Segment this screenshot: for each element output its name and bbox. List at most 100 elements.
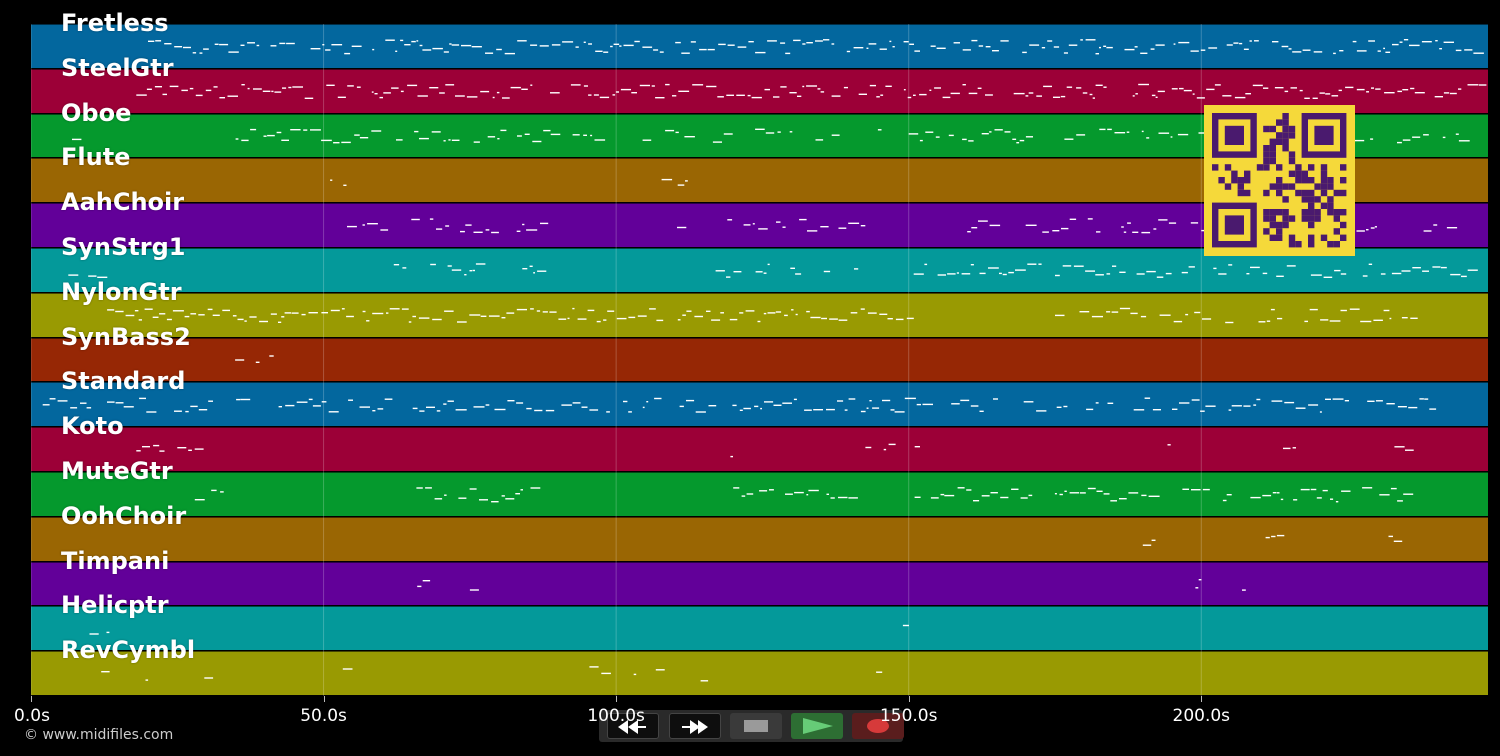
qr-module: [1263, 189, 1270, 197]
qr-module: [1269, 151, 1276, 158]
tick-mark: [616, 696, 618, 702]
qr-module: [1282, 119, 1289, 126]
track-lane: [31, 382, 1488, 427]
track-lane: [31, 472, 1488, 516]
qr-module: [1224, 125, 1244, 145]
tick-mark: [1201, 696, 1203, 702]
qr-module: [1314, 125, 1334, 145]
qr-module: [1333, 228, 1340, 235]
qr-module: [1224, 215, 1244, 235]
qr-module: [1276, 138, 1283, 145]
qr-module: [1295, 164, 1302, 171]
qr-module: [1295, 170, 1302, 177]
qr-module: [1308, 202, 1315, 209]
qr-module: [1333, 209, 1340, 216]
qr-module: [1301, 196, 1308, 203]
qr-module: [1314, 196, 1321, 203]
tick-label: 200.0s: [1172, 706, 1231, 726]
qr-module: [1301, 177, 1308, 184]
qr-module: [1308, 177, 1315, 184]
qr-module: [1276, 189, 1283, 197]
track-label: Oboe: [61, 98, 132, 127]
qr-module: [1308, 221, 1315, 229]
track-label: SteelGtr: [61, 53, 174, 82]
qr-module: [1333, 241, 1340, 248]
qr-module: [1314, 209, 1321, 216]
qr-module: [1320, 234, 1328, 241]
qr-module: [1276, 183, 1283, 190]
qr-module: [1288, 151, 1296, 158]
qr-module: [1282, 132, 1289, 139]
qr-module: [1237, 183, 1244, 190]
qr-module: [1288, 234, 1296, 241]
track-lane: [31, 516, 1488, 561]
track-label: Timpani: [61, 546, 170, 575]
qr-module: [1308, 234, 1315, 241]
qr-module: [1327, 196, 1334, 203]
qr-module: [1276, 119, 1283, 126]
qr-module: [1320, 202, 1328, 209]
qr-module: [1288, 241, 1296, 248]
fast-forward-button[interactable]: [669, 713, 721, 739]
track-label: Standard: [61, 367, 186, 396]
qr-module: [1301, 209, 1308, 216]
track-lane: [31, 337, 1488, 382]
rewind-button[interactable]: [607, 713, 659, 739]
qr-module: [1295, 177, 1302, 184]
fast-forward-icon: [682, 720, 708, 734]
qr-module: [1263, 145, 1270, 152]
qr-module: [1263, 151, 1270, 158]
tick-label: 100.0s: [587, 706, 645, 726]
track-label: RevCymbl: [61, 636, 196, 665]
qr-module: [1295, 241, 1302, 248]
play-button[interactable]: [791, 713, 843, 739]
qr-module: [1314, 215, 1321, 222]
qr-module: [1263, 164, 1270, 171]
qr-module: [1282, 209, 1289, 216]
tick-label: 150.0s: [879, 706, 938, 726]
tick-mark: [31, 696, 32, 702]
tick-label: 50.0s: [300, 706, 347, 726]
qr-module: [1224, 183, 1232, 190]
qr-module: [1269, 157, 1276, 165]
transport-controls: [599, 710, 904, 742]
qr-module: [1244, 177, 1251, 184]
qr-module: [1231, 177, 1238, 184]
qr-module: [1340, 209, 1347, 216]
qr-module: [1282, 138, 1289, 145]
qr-module: [1263, 228, 1270, 235]
qr-module: [1327, 209, 1334, 216]
qr-module: [1256, 164, 1264, 171]
qr-module: [1301, 215, 1308, 222]
qr-module: [1269, 221, 1276, 229]
track-lane: [31, 292, 1488, 337]
qr-module: [1327, 202, 1334, 209]
qr-module: [1269, 209, 1276, 216]
qr-module: [1269, 145, 1276, 152]
qr-module: [1327, 241, 1334, 248]
qr-module: [1288, 157, 1296, 165]
qr-module: [1282, 215, 1289, 222]
qr-module: [1212, 164, 1219, 171]
stop-icon: [744, 720, 768, 732]
qr-module: [1276, 164, 1283, 171]
qr-module: [1263, 157, 1270, 165]
track-lane: [31, 606, 1488, 651]
qr-module: [1231, 170, 1238, 177]
qr-module: [1301, 189, 1308, 197]
record-icon: [867, 719, 889, 733]
qr-module: [1276, 228, 1283, 235]
qr-module: [1340, 189, 1347, 197]
record-button[interactable]: [852, 713, 904, 739]
qr-module: [1320, 177, 1328, 184]
qr-module: [1269, 234, 1276, 241]
track-label: OohChoir: [61, 501, 187, 530]
qr-module: [1308, 241, 1315, 248]
track-lane: [31, 561, 1488, 606]
qr-module: [1282, 145, 1289, 152]
qr-module: [1308, 215, 1315, 222]
qr-module: [1282, 125, 1289, 133]
qr-module: [1237, 189, 1244, 197]
stop-button[interactable]: [730, 713, 782, 739]
